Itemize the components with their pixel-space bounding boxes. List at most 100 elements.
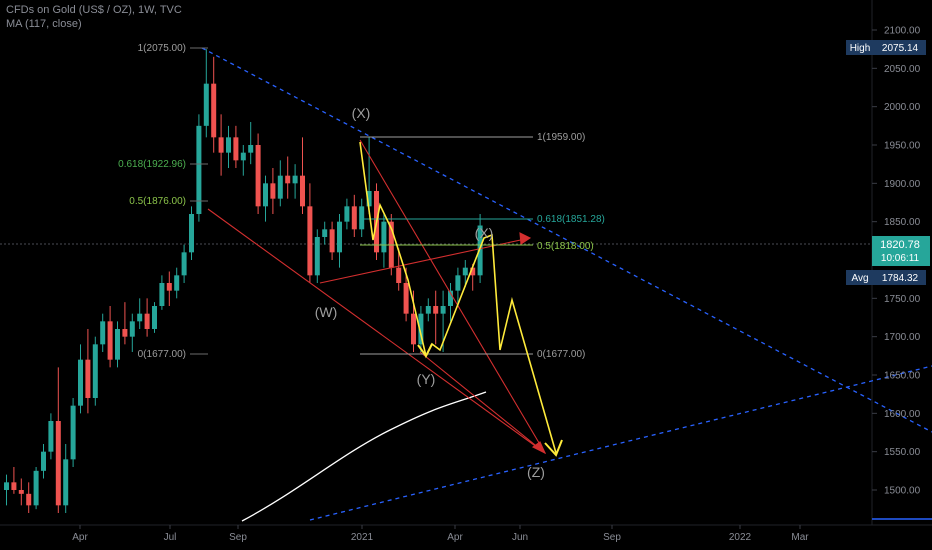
candle (85, 329, 91, 414)
candle (166, 271, 172, 306)
time-tick-label: 2021 (351, 532, 374, 543)
candle-body (381, 221, 387, 253)
candle-body (300, 175, 305, 207)
candles-layer (4, 49, 483, 513)
wave-y-arrow (417, 343, 433, 358)
candle (233, 125, 239, 168)
candle (26, 482, 32, 513)
candle (425, 298, 431, 322)
candle-body (277, 175, 283, 199)
candle (33, 467, 39, 510)
fib-right-618-label: 0.618(1851.28) (537, 214, 605, 225)
time-tick-label: Jul (164, 532, 177, 543)
candle-body (411, 313, 416, 345)
candle (270, 168, 276, 214)
candle (307, 183, 313, 283)
price-tick-label: 1550.00 (884, 447, 921, 458)
red-channel[interactable] (207, 139, 547, 455)
price-tick-label: 2050.00 (884, 64, 921, 75)
candle-body (159, 283, 165, 306)
candle (115, 321, 120, 368)
candle-body (470, 267, 476, 276)
channel-line-lower[interactable] (207, 208, 546, 454)
candle-body (85, 359, 91, 398)
price-tick-label: 1750.00 (884, 294, 921, 305)
candle-body (462, 267, 468, 276)
time-tick-label: Jun (512, 532, 528, 543)
candle (218, 114, 224, 176)
candle (381, 214, 387, 268)
avg-badge-value: 1784.32 (882, 273, 919, 284)
candle-body (255, 145, 261, 207)
candle-body (48, 421, 54, 452)
candle-body (448, 290, 453, 306)
candle-body (337, 221, 342, 253)
candle-body (41, 451, 46, 471)
time-tick-label: Sep (229, 532, 247, 543)
high-badge-label: High (850, 43, 871, 54)
price-tick-label: 1900.00 (884, 179, 921, 190)
time-tick-label: Apr (72, 532, 88, 543)
candle (92, 336, 98, 406)
time-axis[interactable]: Apr Jul Sep 2021 Apr Jun Sep 2022 Mar (72, 525, 809, 543)
channel-line-mid[interactable] (359, 139, 546, 454)
candle-body (322, 229, 328, 237)
candle (100, 313, 106, 352)
candle (144, 298, 150, 337)
high-badge-value: 2075.14 (882, 43, 919, 54)
candle (359, 198, 365, 237)
candle (292, 164, 298, 199)
fib-left-05-label: 0.5(1876.00) (129, 196, 186, 207)
candle (285, 156, 291, 199)
candle-body (366, 191, 372, 207)
fib-left-618-label: 0.618(1922.96) (118, 159, 186, 170)
channel-line-inner[interactable] (419, 351, 546, 454)
avg-badge (874, 270, 926, 285)
candle (418, 306, 424, 352)
candle (203, 49, 209, 138)
fib-right-top-label: 1(1959.00) (537, 132, 585, 143)
high-badge-tag (846, 40, 874, 55)
countdown-value: 10:06:11 (881, 253, 920, 264)
arrow-head-lower (531, 441, 547, 455)
candle-body (203, 83, 209, 126)
candle (159, 275, 165, 310)
candle (300, 137, 305, 214)
candle (255, 133, 261, 214)
candle-body (292, 175, 298, 184)
candle-body (92, 344, 98, 398)
candle-body (359, 206, 365, 230)
wave-label-y: (Y) (417, 371, 436, 387)
price-tick-label: 2100.00 (884, 26, 921, 37)
candle (322, 221, 328, 245)
last-price-badge (872, 236, 930, 266)
candle (181, 244, 187, 283)
candle (48, 413, 54, 460)
candle-body (4, 482, 9, 490)
candle-body (107, 321, 113, 360)
upper-trendline[interactable] (201, 47, 932, 433)
candle-body (455, 275, 461, 291)
candle (240, 145, 246, 176)
lower-trendline[interactable] (309, 365, 932, 521)
candle-body (129, 321, 135, 337)
wave-label-x2: (X) (475, 225, 494, 241)
fib-left[interactable] (190, 47, 208, 355)
ma-indicator-label[interactable]: MA (117, close) (6, 18, 82, 30)
candle (263, 175, 268, 222)
candle (152, 302, 157, 333)
candle (63, 444, 69, 513)
candle-body (396, 267, 402, 283)
time-tick-label: Sep (603, 532, 621, 543)
candle-body (263, 183, 268, 207)
candle-body (196, 125, 202, 214)
candle (41, 444, 46, 479)
arrow-head-upper (519, 232, 532, 245)
price-tick-label: 1850.00 (884, 217, 921, 228)
candle (351, 194, 357, 237)
candle-body (240, 152, 246, 161)
candle (329, 221, 335, 260)
candle-body (11, 482, 17, 490)
fib-right-05-label: 0.5(1818.00) (537, 241, 594, 252)
